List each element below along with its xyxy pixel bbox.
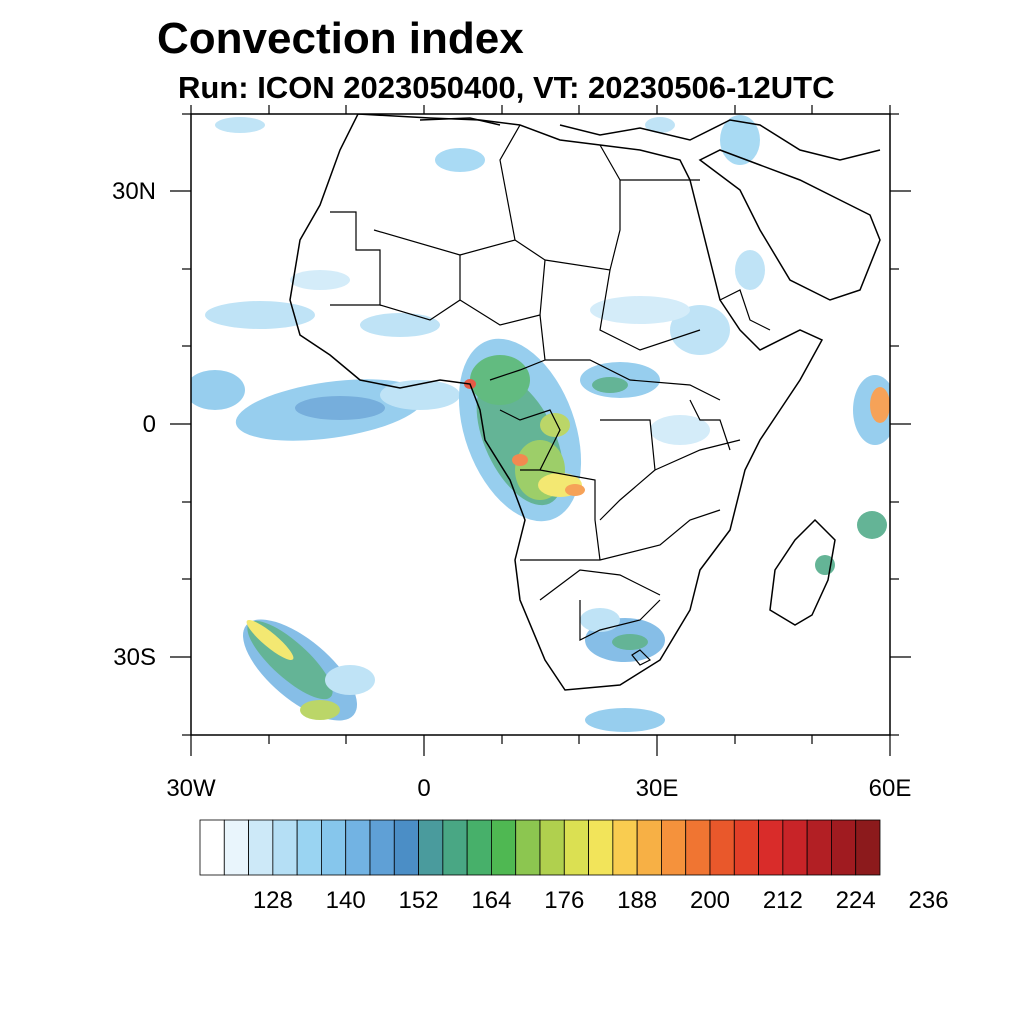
colorbar-swatch xyxy=(733,819,759,876)
colorbar-swatch xyxy=(636,819,662,876)
colorbar-swatch xyxy=(661,819,687,876)
lon-label-60e: 60E xyxy=(868,775,912,802)
colorbar-swatch xyxy=(321,819,347,876)
colorbar-swatch xyxy=(831,819,857,876)
colorbar-swatch xyxy=(855,819,881,876)
colorbar-tick-label: 224 xyxy=(835,887,876,914)
coastlines xyxy=(289,114,881,691)
lat-label-30s: 30S xyxy=(113,644,156,671)
colorbar-swatch xyxy=(806,819,832,876)
colorbar-swatch xyxy=(612,819,638,876)
colorbar-swatch xyxy=(272,819,298,876)
colorbar-swatch xyxy=(296,819,322,876)
colorbar-swatch xyxy=(223,819,249,876)
colorbar-swatch xyxy=(199,819,225,876)
chart-title: Convection index xyxy=(157,14,524,63)
colorbar-swatch xyxy=(588,819,614,876)
colorbar-tick-label: 140 xyxy=(325,887,366,914)
colorbar-swatch xyxy=(345,819,371,876)
colorbar-tick-label: 128 xyxy=(252,887,293,914)
country-borders xyxy=(330,124,771,666)
colorbar-swatch xyxy=(782,819,808,876)
colorbar-swatch xyxy=(758,819,784,876)
lon-label-30e: 30E xyxy=(635,775,679,802)
colorbar-swatch xyxy=(709,819,735,876)
lon-label-0: 0 xyxy=(417,775,431,802)
colorbar-swatch xyxy=(491,819,517,876)
colorbar-swatch xyxy=(515,819,541,876)
colorbar-tick-label: 152 xyxy=(398,887,439,914)
colorbar-tick-label: 236 xyxy=(908,887,949,914)
colorbar-swatch xyxy=(248,819,274,876)
lat-label-30n: 30N xyxy=(111,178,156,205)
colorbar-swatch xyxy=(563,819,589,876)
colorbar-swatch xyxy=(369,819,395,876)
chart-subtitle: Run: ICON 2023050400, VT: 20230506-12UTC xyxy=(178,70,835,105)
colorbar-tick-label: 188 xyxy=(617,887,658,914)
colorbar-tick-label: 176 xyxy=(544,887,585,914)
colorbar-swatch xyxy=(685,819,711,876)
colorbar-swatch xyxy=(539,819,565,876)
colorbar-swatch xyxy=(393,819,419,876)
colorbar-swatch xyxy=(418,819,444,876)
lat-label-0: 0 xyxy=(142,411,156,438)
map-layer xyxy=(191,114,890,732)
colorbar-tick-label: 200 xyxy=(689,887,731,914)
colorbar-swatch xyxy=(442,819,468,876)
axis-ticks xyxy=(170,105,911,756)
lon-label-30w: 30W xyxy=(166,775,216,802)
colorbar-tick-label: 164 xyxy=(471,887,512,914)
colorbar-tick-label: 212 xyxy=(762,887,803,914)
colorbar-swatch xyxy=(466,819,492,876)
